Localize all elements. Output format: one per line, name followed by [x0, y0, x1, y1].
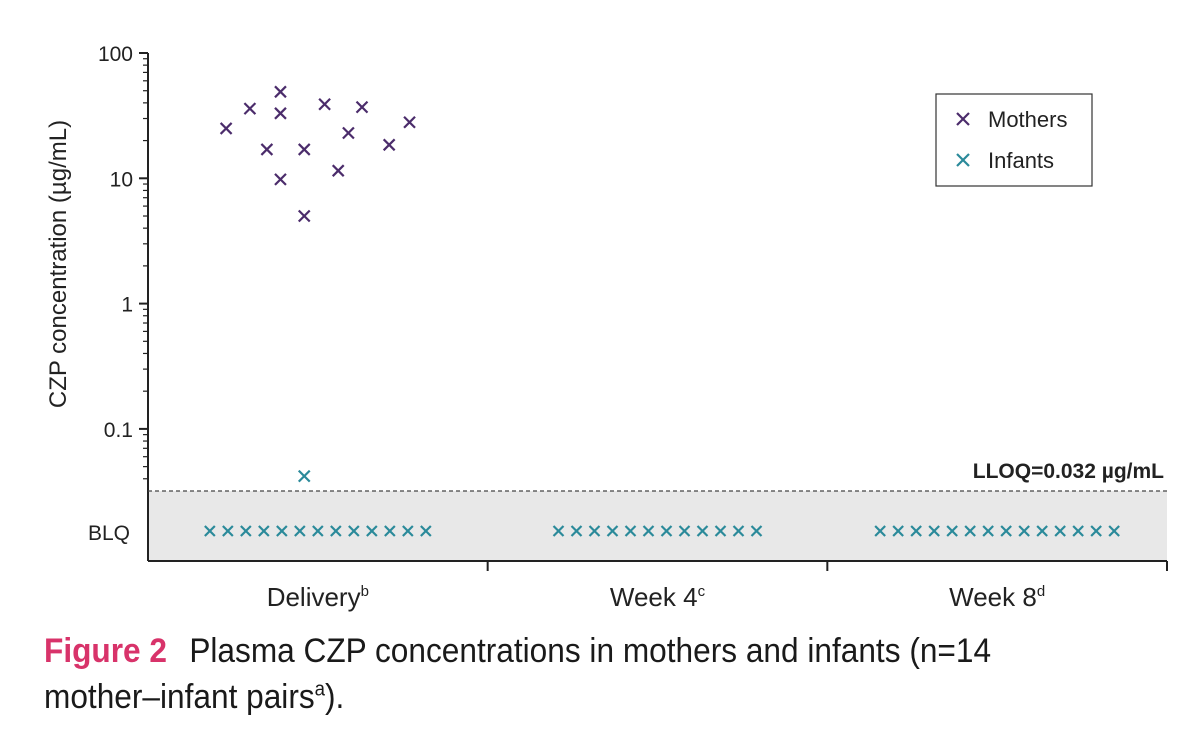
- mothers-point: [382, 138, 396, 152]
- figure-label: Figure 2: [44, 632, 167, 670]
- infants-blq-point: [750, 525, 763, 537]
- figure-caption: Figure 2 Plasma CZP concentrations in mot…: [44, 628, 1086, 720]
- infants-blq-point: [874, 525, 886, 537]
- x-tick-labels: Deliveryb Week 4c Week 8d: [267, 582, 1045, 612]
- infants-blq-point: [624, 525, 637, 537]
- legend-box: [935, 93, 1093, 187]
- blq-region: [148, 491, 1167, 561]
- infants-blq-point: [732, 525, 745, 537]
- data-points: [204, 85, 1120, 537]
- infants-blq-point: [294, 525, 306, 537]
- caption-end: ).: [325, 678, 345, 716]
- blq-label: BLQ: [88, 522, 130, 545]
- infants-blq-point: [1108, 525, 1120, 537]
- infants-blq-point: [964, 525, 976, 537]
- caption-text: Plasma CZP concentrations in mothers and…: [44, 632, 992, 716]
- legend: Mothers Infants: [935, 93, 1093, 187]
- infants-point: [297, 469, 311, 483]
- chart: LLOQ=0.032 µg/mL CZP concentration (µg/m…: [45, 43, 1168, 612]
- mothers-point: [219, 122, 233, 135]
- infants-blq-point: [642, 525, 655, 537]
- infants-blq-point: [570, 525, 583, 537]
- infants-blq-point: [946, 525, 958, 537]
- infants-blq-point: [258, 525, 270, 537]
- infants-blq-point: [552, 525, 565, 537]
- infants-blq-point: [678, 525, 691, 537]
- mothers-point: [274, 107, 287, 120]
- y-tick-label: 100: [98, 43, 133, 66]
- mothers-point: [297, 209, 311, 223]
- infants-blq-point: [366, 525, 378, 537]
- infants-blq-point: [714, 525, 727, 537]
- y-axis-ticks: [139, 52, 148, 480]
- infants-blq-point: [330, 525, 342, 537]
- y-tick-label: 10: [110, 168, 133, 191]
- infants-blq-point: [606, 525, 619, 537]
- infants-blq-point: [660, 525, 673, 537]
- mothers-point: [297, 143, 311, 156]
- infants-blq-point: [384, 525, 396, 537]
- infants-blq-point: [1036, 525, 1048, 537]
- infants-blq-point: [348, 525, 360, 537]
- infants-blq-point: [222, 525, 234, 537]
- mothers-point: [274, 85, 287, 99]
- mothers-point: [403, 115, 416, 129]
- infants-blq-point: [420, 525, 432, 537]
- legend-label: Infants: [988, 148, 1054, 173]
- infants-blq-point: [402, 525, 414, 537]
- mothers-point: [260, 143, 274, 156]
- legend-label: Mothers: [988, 107, 1067, 132]
- caption-superscript: a: [314, 678, 326, 701]
- infants-blq-point: [240, 525, 252, 537]
- mothers-point: [331, 164, 345, 177]
- mothers-legend-marker: [956, 112, 970, 126]
- x-axis-ticks: [486, 561, 1168, 571]
- infants-blq-point: [588, 525, 601, 537]
- infants-blq-point: [276, 525, 288, 537]
- x-tick-label: Deliveryb: [267, 582, 369, 612]
- infants-blq-point: [1018, 525, 1030, 537]
- infants-blq-point: [892, 525, 904, 537]
- y-tick-labels: 100 10 1 0.1: [98, 43, 133, 442]
- y-tick-label: 1: [121, 294, 133, 317]
- lloq-label: LLOQ=0.032 µg/mL: [973, 460, 1164, 483]
- mothers-point: [342, 126, 355, 140]
- mothers-point: [274, 173, 287, 186]
- x-tick-label: Week 8d: [949, 582, 1045, 612]
- x-tick-label: Week 4c: [610, 582, 706, 612]
- infants-blq-point: [696, 525, 709, 537]
- legend-items: Mothers Infants: [956, 107, 1067, 173]
- mothers-point: [243, 102, 257, 115]
- infants-blq-point: [982, 525, 994, 537]
- infants-blq-point: [1000, 525, 1012, 537]
- infants-blq-point: [1054, 525, 1066, 537]
- infants-blq-point: [928, 525, 940, 537]
- infants-blq-point: [1090, 525, 1102, 537]
- y-axis-label: CZP concentration (µg/mL): [45, 120, 72, 408]
- mothers-point: [355, 100, 369, 114]
- infants-legend-marker: [956, 153, 970, 167]
- infants-blq-point: [1072, 525, 1084, 537]
- infants-blq-point: [910, 525, 922, 537]
- y-tick-label: 0.1: [104, 419, 133, 442]
- infants-blq-point: [204, 525, 216, 537]
- infants-blq-point: [312, 525, 324, 537]
- mothers-point: [318, 97, 331, 111]
